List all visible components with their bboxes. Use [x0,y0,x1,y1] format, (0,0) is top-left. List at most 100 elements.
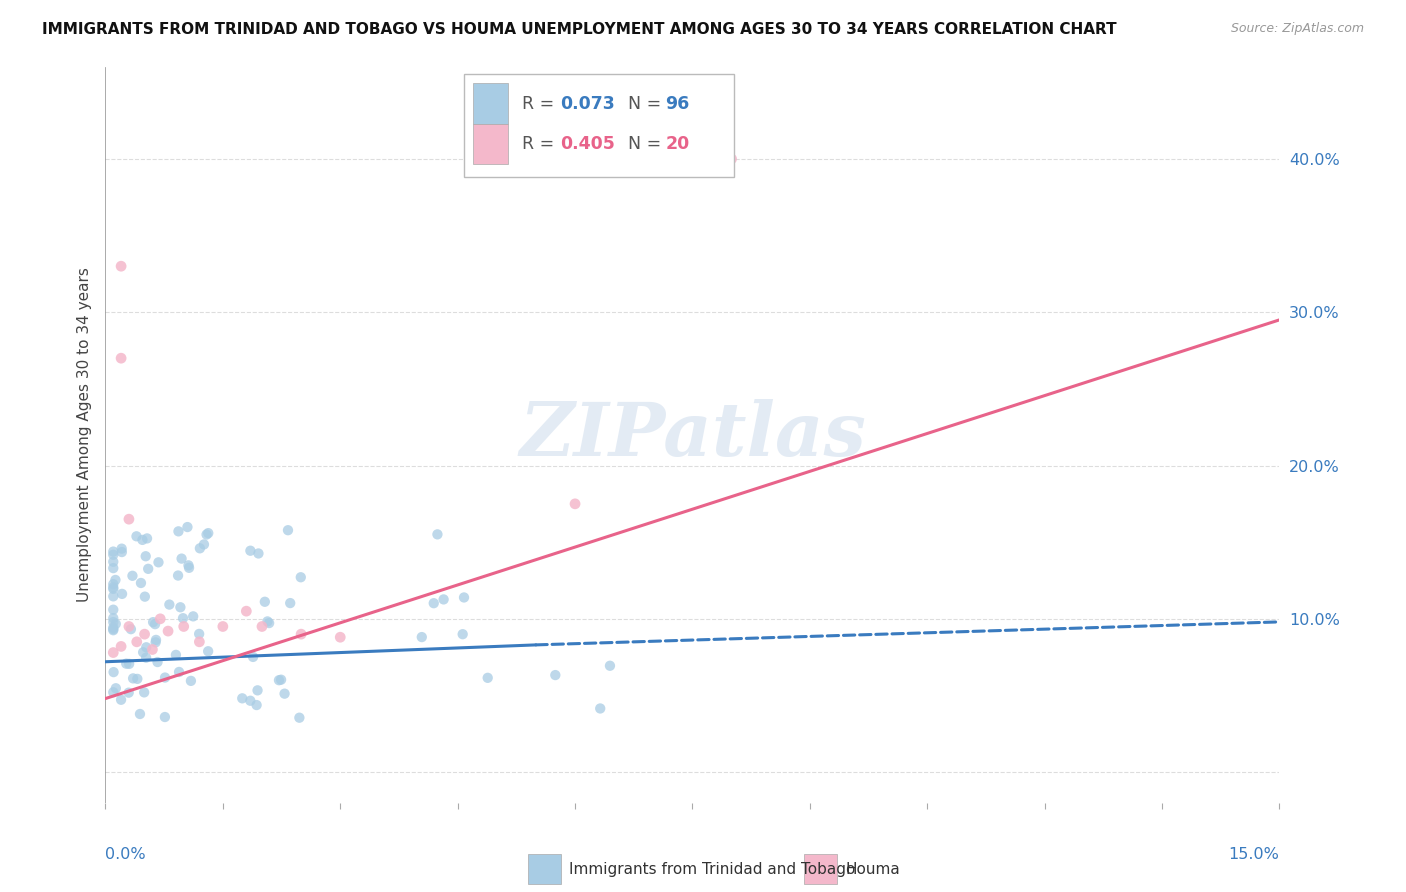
Point [544,668,567,682]
Text: Source: ZipAtlas.com: Source: ZipAtlas.com [1230,22,1364,36]
Point [103,646,125,660]
Point [103,615,125,629]
Text: Immigrants from Trinidad and Tobago: Immigrants from Trinidad and Tobago [569,862,856,877]
Point [103,685,125,699]
Point [134,590,156,604]
Text: 0.0%: 0.0% [105,847,146,862]
Point [564,497,586,511]
Point [290,627,312,641]
Point [188,541,211,556]
Point [267,673,290,688]
Y-axis label: Unemployment Among Ages 30 to 34 years: Unemployment Among Ages 30 to 34 years [77,268,93,602]
Point [118,512,141,526]
Point [247,546,270,560]
Point [246,698,269,712]
Text: 0.405: 0.405 [560,136,614,153]
Point [103,544,125,558]
Point [118,686,141,700]
Point [451,627,474,641]
Point [127,672,149,686]
Point [589,701,612,715]
Point [153,671,176,685]
Text: N =: N = [628,136,661,153]
Point [157,624,180,639]
FancyBboxPatch shape [472,124,508,164]
Point [167,568,190,582]
Point [103,555,125,569]
Point [165,648,187,662]
Point [231,691,253,706]
Point [145,635,167,649]
Point [104,681,127,696]
Point [146,655,169,669]
Point [193,537,215,551]
FancyBboxPatch shape [804,855,837,884]
Point [411,630,433,644]
Point [103,603,125,617]
Point [288,711,311,725]
Point [720,152,742,166]
Point [195,527,218,541]
Point [142,615,165,629]
Point [103,622,125,636]
Point [118,619,141,633]
Point [167,524,190,539]
Point [115,657,138,671]
Point [235,604,257,618]
Point [256,615,278,629]
Point [103,621,125,635]
Point [239,694,262,708]
Text: IMMIGRANTS FROM TRINIDAD AND TOBAGO VS HOUMA UNEMPLOYMENT AMONG AGES 30 TO 34 YE: IMMIGRANTS FROM TRINIDAD AND TOBAGO VS H… [42,22,1116,37]
Point [173,619,195,633]
Point [141,642,163,657]
Point [433,592,456,607]
Text: 15.0%: 15.0% [1229,847,1279,862]
Point [177,558,200,573]
Point [273,687,295,701]
Point [103,561,125,575]
Point [172,611,194,625]
Point [290,570,312,584]
Point [149,612,172,626]
Point [131,533,153,547]
Point [118,657,141,671]
Text: R =: R = [522,136,554,153]
Point [422,596,444,610]
Point [111,541,134,556]
Point [111,545,134,559]
Point [103,624,125,638]
Point [103,548,125,562]
Point [120,622,142,636]
Point [136,532,159,546]
Point [103,665,125,679]
Point [599,658,621,673]
Point [242,649,264,664]
Point [135,549,157,564]
Point [145,632,167,647]
Point [153,710,176,724]
Point [132,645,155,659]
Point [170,551,193,566]
Point [253,595,276,609]
Text: 0.073: 0.073 [560,95,614,112]
Point [104,616,127,631]
Point [177,561,200,575]
Point [477,671,499,685]
Point [188,635,211,649]
Point [197,644,219,658]
Point [181,609,204,624]
Point [143,617,166,632]
Point [426,527,449,541]
Point [278,596,301,610]
Point [110,259,132,273]
Point [104,573,127,587]
Point [136,562,159,576]
Point [122,672,145,686]
Point [180,673,202,688]
Point [103,577,125,591]
Point [129,576,152,591]
Point [135,650,157,665]
Text: 20: 20 [665,136,690,153]
Point [197,526,219,541]
Point [135,640,157,655]
